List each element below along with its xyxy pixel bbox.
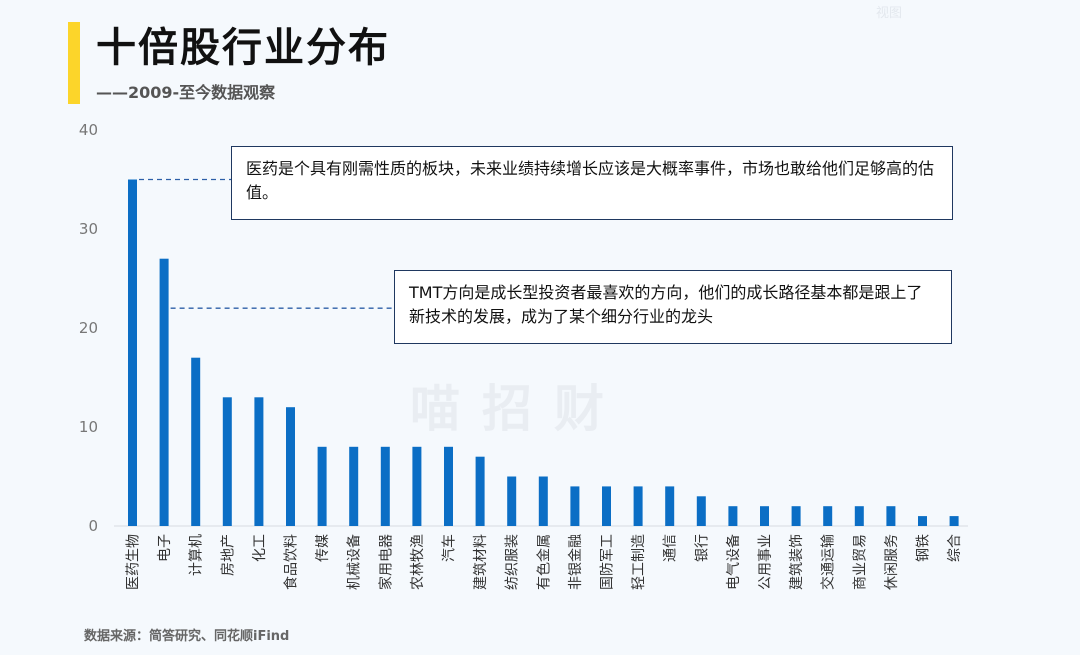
x-tick-label: 食品饮料 <box>283 534 300 590</box>
top-watermark-text: 视图 <box>876 6 903 21</box>
bar <box>886 506 896 526</box>
bar <box>222 397 232 526</box>
title-accent-bar <box>68 22 80 104</box>
bar <box>159 258 169 526</box>
watermark: 喵招财 <box>410 380 626 438</box>
annotation-pharma: 医药是个具有刚需性质的板块，未来业绩持续增长应该是大概率事件，市场也敢给他们足够… <box>231 146 953 220</box>
bar <box>696 496 706 526</box>
bar <box>760 506 769 526</box>
bar <box>538 476 548 526</box>
bar <box>254 397 264 526</box>
x-tick-label: 机械设备 <box>346 534 363 590</box>
x-tick-label: 化工 <box>252 534 268 562</box>
bar <box>128 179 137 526</box>
x-tick-label: 国防军工 <box>600 534 616 590</box>
annotation-tmt: TMT方向是成长型投资者最喜欢的方向，他们的成长路径基本都是跟上了新技术的发展，… <box>394 270 952 344</box>
bar <box>633 486 643 526</box>
label-layer: 0 10 20 30 40 医药生物 电子 计算机 房地产 化工 食品饮料 传媒 机械设备 家用电器 农林牧… <box>79 121 963 590</box>
bar <box>665 486 675 526</box>
page-subtitle: ——2009-至今数据观察 <box>96 83 276 102</box>
bar <box>918 516 927 526</box>
leader-layer <box>139 178 394 309</box>
x-tick-label: 农林牧渔 <box>410 534 426 590</box>
x-tick-label: 电气设备 <box>725 534 742 590</box>
bar-layer <box>128 179 959 526</box>
x-tick-label: 公用事业 <box>758 534 774 590</box>
data-source: 数据来源：简答研究、同花顺iFind <box>84 629 290 644</box>
bar <box>444 446 453 526</box>
bar <box>854 506 864 526</box>
bar <box>728 506 738 526</box>
x-tick-label: 非银金融 <box>568 534 584 590</box>
bar <box>507 476 517 526</box>
x-tick-label: 医药生物 <box>126 534 142 590</box>
bar <box>823 506 833 526</box>
y-tick-label: 10 <box>79 418 98 436</box>
x-tick-label: 房地产 <box>220 534 236 576</box>
x-tick-label: 商业贸易 <box>852 534 868 590</box>
bar <box>475 456 485 526</box>
x-tick-label: 轻工制造 <box>631 534 647 590</box>
bar <box>191 357 201 526</box>
y-tick-label: 40 <box>79 121 98 139</box>
x-tick-label: 钢铁 <box>916 534 932 562</box>
x-tick-label: 汽车 <box>441 534 458 562</box>
x-tick-label: 有色金属 <box>535 534 552 590</box>
bar <box>349 446 359 526</box>
x-tick-label: 计算机 <box>189 534 205 576</box>
bar <box>570 486 580 526</box>
x-tick-label: 纺织服装 <box>505 534 521 590</box>
bar <box>317 446 327 526</box>
x-tick-label: 家用电器 <box>377 534 394 590</box>
x-tick-label: 通信 <box>663 534 679 562</box>
bar <box>286 407 295 526</box>
y-tick-label: 30 <box>79 220 98 238</box>
bar <box>412 446 422 526</box>
x-tick-label: 建筑材料 <box>473 534 489 590</box>
y-tick-label: 0 <box>88 517 98 535</box>
y-tick-label: 20 <box>79 319 98 337</box>
x-tick-label: 休闲服务 <box>884 534 900 590</box>
bar <box>380 446 390 526</box>
x-tick-label: 建筑装饰 <box>789 534 805 590</box>
x-tick-label: 综合 <box>947 534 963 562</box>
bar <box>602 486 611 526</box>
x-tick-label: 银行 <box>694 534 710 562</box>
page-title: 十倍股行业分布 <box>96 25 390 71</box>
x-tick-label: 电子 <box>157 534 173 562</box>
x-tick-label: 交通运输 <box>820 534 837 590</box>
x-tick-label: 传媒 <box>315 534 331 562</box>
bar <box>949 516 959 526</box>
bar <box>791 506 801 526</box>
